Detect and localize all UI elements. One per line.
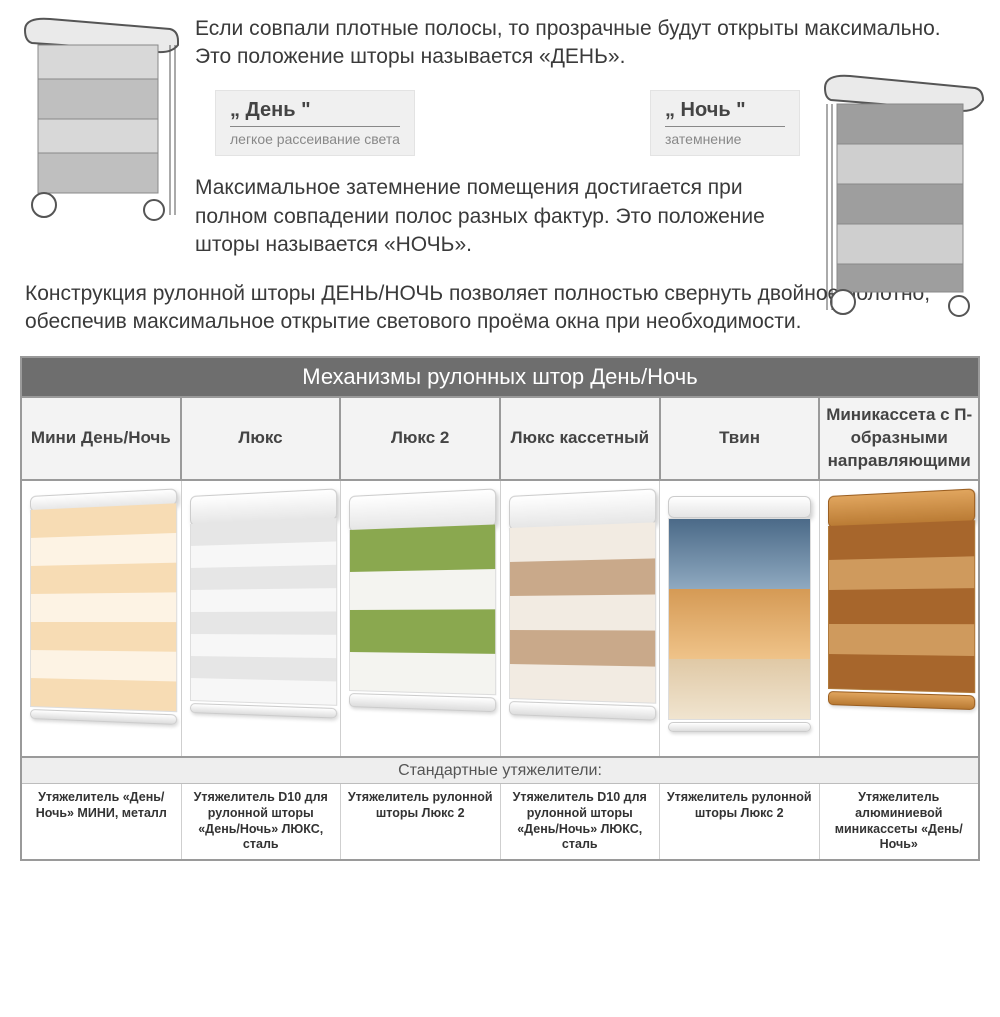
weight-cell: Утяжелитель рулонной шторы Люкс 2 [660, 784, 820, 859]
standard-weights-label: Стандартные утяжелители: [22, 756, 978, 784]
mechanisms-table: Механизмы рулонных штор День/Ночь Мини Д… [20, 356, 980, 861]
table-image-row [22, 479, 978, 756]
intro-para-2: Максимальное затемнение помещения достиг… [195, 174, 775, 259]
product-image [182, 481, 342, 756]
night-title: „ Ночь " [665, 97, 785, 127]
weight-cell: Утяжелитель рулонной шторы Люкс 2 [341, 784, 501, 859]
day-mode-label: „ День " легкое рассеивание света [215, 90, 415, 157]
weight-cell: Утяжелитель «День/Ночь» МИНИ, металл [22, 784, 182, 859]
product-image [501, 481, 661, 756]
weights-row: Утяжелитель «День/Ночь» МИНИ, металл Утя… [22, 783, 978, 859]
col-header: Люкс 2 [341, 398, 501, 479]
table-header-row: Мини День/Ночь Люкс Люкс 2 Люкс кассетны… [22, 398, 978, 479]
day-diagram [20, 15, 180, 260]
night-mode-label: „ Ночь " затемнение [650, 90, 800, 157]
product-image [22, 481, 182, 756]
product-image [820, 481, 979, 756]
weight-cell: Утяжелитель D10 для рулонной шторы «День… [501, 784, 661, 859]
intro-section: Если совпали плотные полосы, то прозрачн… [0, 0, 1000, 270]
night-sub: затемнение [665, 131, 785, 148]
col-header: Миникассета с П-образными направляющими [820, 398, 978, 479]
col-header: Люкс кассетный [501, 398, 661, 479]
weight-cell: Утяжелитель D10 для рулонной шторы «День… [182, 784, 342, 859]
col-header: Мини День/Ночь [22, 398, 182, 479]
product-image [341, 481, 501, 756]
product-image [660, 481, 820, 756]
col-header: Твин [661, 398, 821, 479]
night-diagram [815, 70, 985, 338]
intro-para-1: Если совпали плотные полосы, то прозрачн… [195, 15, 980, 72]
col-header: Люкс [182, 398, 342, 479]
day-title: „ День " [230, 97, 400, 127]
weight-cell: Утяжелитель алюминиевой миникассеты «Ден… [820, 784, 979, 859]
table-title: Механизмы рулонных штор День/Ночь [22, 358, 978, 398]
day-sub: легкое рассеивание света [230, 131, 400, 148]
